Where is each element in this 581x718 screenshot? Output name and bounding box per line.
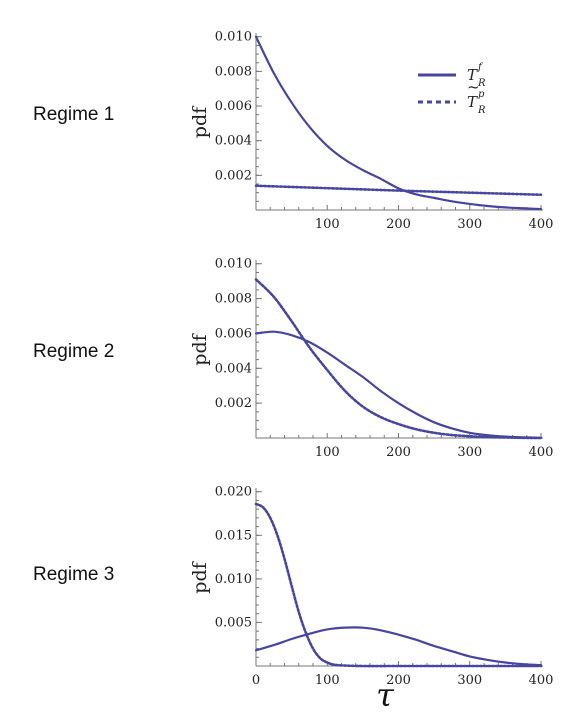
x-tick-label: 300 [457,217,482,232]
x-tick-label: 100 [315,217,340,232]
panel-1: Regime 1 pdf 100 200 300 400 0.002 0.004 0.006 0.… [33,30,553,232]
legend-sup-tp: p [478,89,485,100]
series-line-solid [254,330,543,439]
x-tick-label: 0 [252,673,260,688]
y-tick-label: 0.010 [215,257,252,272]
x-tick-label: 200 [386,217,411,232]
legend-label-tf: T [467,66,478,84]
x-tick-label: 200 [386,445,411,460]
x-tick-label: 200 [386,673,411,688]
y-tick-label: 0.008 [215,64,252,79]
x-tick-label: 100 [315,445,340,460]
y-tick-label: 0.008 [215,292,252,307]
series-line-solid [254,626,543,667]
y-tick-label: 0.005 [215,615,252,630]
series-line-dotted [254,278,543,440]
panel-3: Regime 3 pdf 0 100 200 300 400 0.005 0.010 0.015 0… [33,485,553,688]
legend-tilde: ~ [467,78,480,96]
x-tick-label: 400 [529,673,554,688]
y-tick-label: 0.006 [215,326,252,341]
y-tick-label: 0.006 [215,99,252,114]
legend-label-tp: T [467,93,478,111]
y-axis-label: pdf [189,105,211,138]
y-tick-label: 0.015 [215,528,252,543]
x-tick-label: 300 [457,445,482,460]
y-tick-label: 0.002 [215,168,252,183]
y-tick-label: 0.020 [215,485,252,500]
regime-label: Regime 3 [33,564,114,585]
y-tick-label: 0.010 [215,572,252,587]
legend-sub-tf: R [477,78,486,89]
legend-sub-tp: R [477,105,486,116]
y-tick-label: 0.010 [215,30,252,45]
x-tick-label: 400 [529,445,554,460]
legend-sup-tf: f [477,62,484,73]
y-tick-label: 0.004 [215,361,252,376]
series-line-dotted [254,184,543,197]
x-tick-label: 100 [315,673,340,688]
y-axis-label: pdf [189,560,211,593]
regime-label: Regime 2 [33,341,114,362]
series-line-dotted [254,502,543,668]
series-line-solid [254,35,543,211]
panel-2: Regime 2 pdf 100 200 300 400 0.002 0.004 0.006 0.… [33,257,553,460]
y-axis-label: pdf [189,332,211,365]
x-axis-label: τ [376,676,395,714]
x-tick-label: 400 [529,217,554,232]
y-tick-label: 0.002 [215,396,252,411]
x-tick-label: 300 [457,673,482,688]
legend: T f R ~ T p R [418,62,486,116]
regime-label: Regime 1 [33,104,114,125]
y-tick-label: 0.004 [215,134,252,149]
